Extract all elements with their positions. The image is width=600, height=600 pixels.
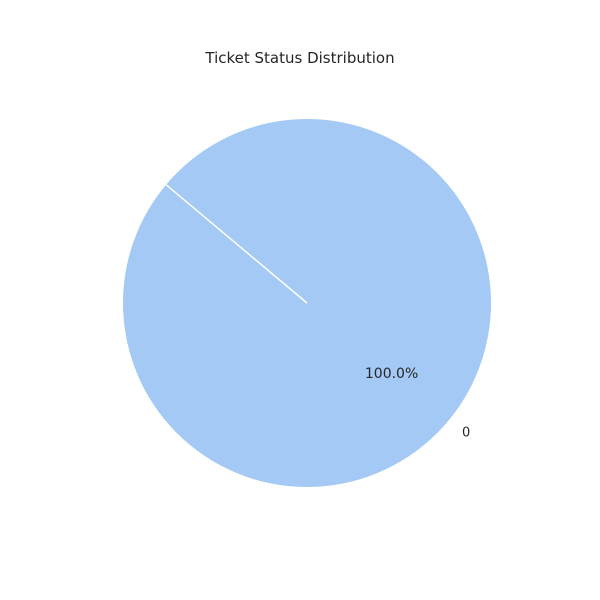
pie-category-label: 0 xyxy=(462,426,470,441)
chart-title: Ticket Status Distribution xyxy=(205,49,395,67)
pie-slice-0 xyxy=(123,119,491,487)
pie-percent-label: 100.0% xyxy=(365,366,418,382)
